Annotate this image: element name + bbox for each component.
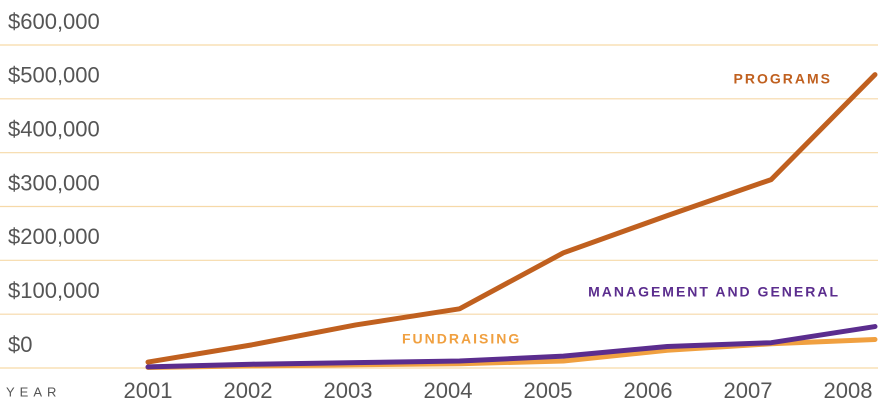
y-tick-label: $600,000 bbox=[8, 9, 100, 34]
x-tick-label: 2001 bbox=[124, 378, 173, 403]
series-line bbox=[145, 72, 878, 365]
y-tick-label: $100,000 bbox=[8, 278, 100, 303]
x-tick-label: 2003 bbox=[324, 378, 373, 403]
series-label: MANAGEMENT AND GENERAL bbox=[588, 284, 840, 300]
y-tick-label: $500,000 bbox=[8, 63, 100, 88]
y-tick-label: $0 bbox=[8, 332, 32, 357]
series-line bbox=[145, 324, 878, 370]
series-label: FUNDRAISING bbox=[402, 331, 521, 347]
x-axis-label: YEAR bbox=[6, 384, 61, 399]
x-tick-label: 2008 bbox=[824, 378, 873, 403]
x-tick-label: 2002 bbox=[224, 378, 273, 403]
x-tick-label: 2005 bbox=[524, 378, 573, 403]
x-tick-label: 2006 bbox=[624, 378, 673, 403]
y-tick-label: $400,000 bbox=[8, 116, 100, 141]
x-tick-label: 2004 bbox=[424, 378, 473, 403]
y-tick-label: $300,000 bbox=[8, 170, 100, 195]
x-tick-label: 2007 bbox=[724, 378, 773, 403]
series-label: PROGRAMS bbox=[734, 71, 832, 87]
y-tick-label: $200,000 bbox=[8, 224, 100, 249]
